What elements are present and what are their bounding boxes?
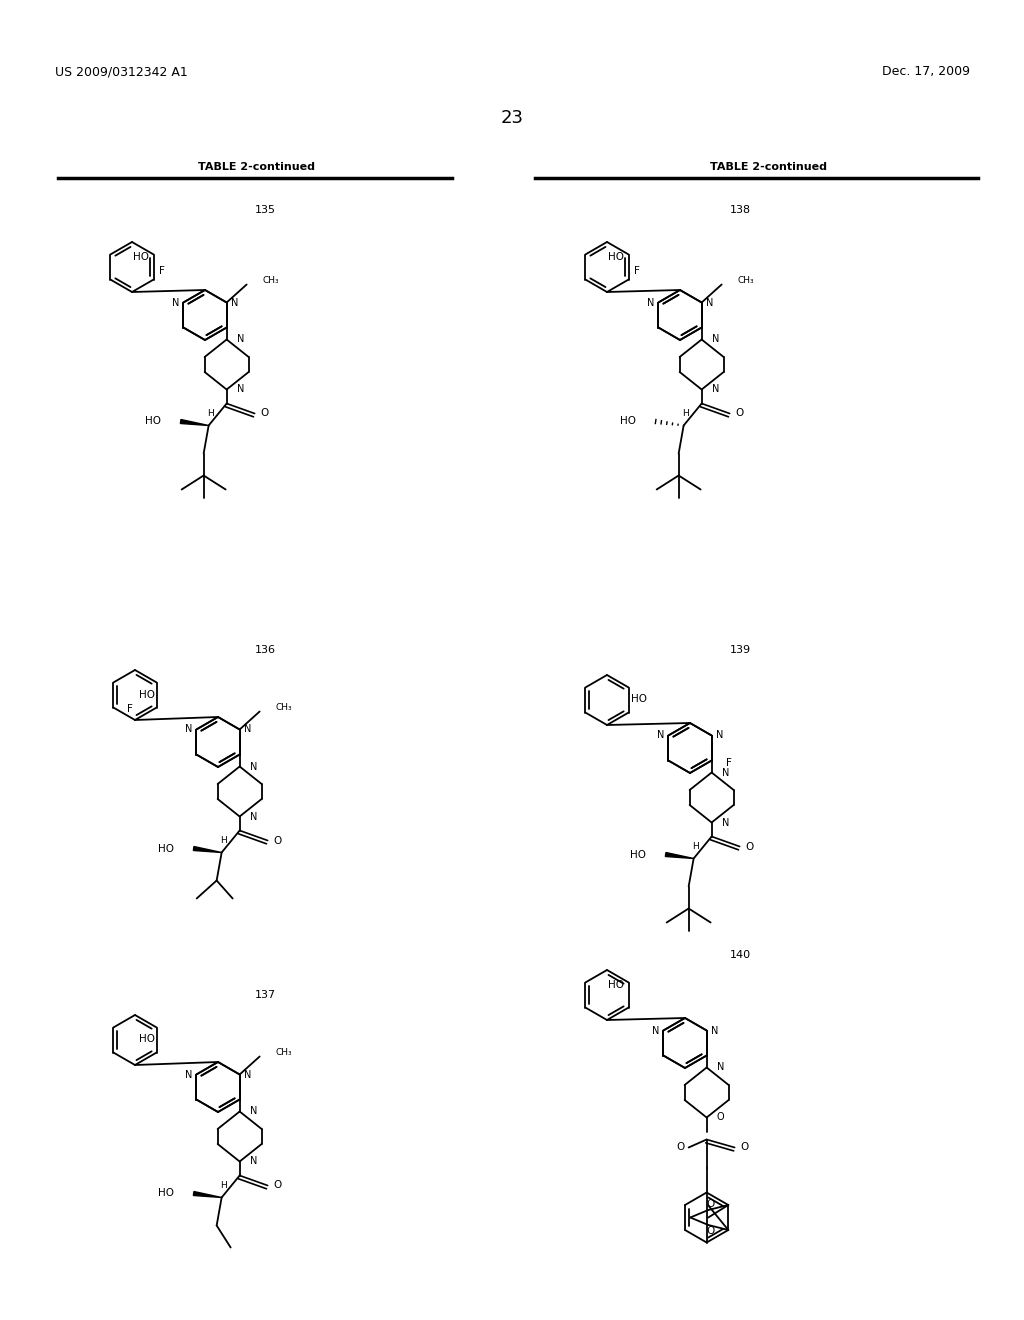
Text: N: N (250, 762, 257, 771)
Text: F: F (634, 265, 640, 276)
Text: HO: HO (144, 417, 161, 426)
Text: CH₃: CH₃ (275, 1048, 292, 1057)
Polygon shape (194, 846, 221, 853)
Text: TABLE 2-continued: TABLE 2-continued (198, 162, 314, 172)
Text: 139: 139 (729, 645, 751, 655)
Text: US 2009/0312342 A1: US 2009/0312342 A1 (55, 66, 187, 78)
Text: N: N (711, 1026, 719, 1035)
Text: HO: HO (138, 689, 155, 700)
Text: N: N (722, 817, 729, 828)
Text: HO: HO (620, 417, 636, 426)
Text: N: N (237, 384, 244, 395)
Text: O: O (273, 836, 282, 846)
Text: N: N (717, 1063, 724, 1072)
Text: O: O (717, 1113, 724, 1122)
Text: O: O (740, 1143, 749, 1152)
Text: HO: HO (630, 850, 646, 859)
Text: TABLE 2-continued: TABLE 2-continued (710, 162, 826, 172)
Text: CH₃: CH₃ (262, 276, 280, 285)
Text: O: O (735, 408, 743, 418)
Text: N: N (716, 730, 723, 741)
Text: CH₃: CH₃ (275, 704, 292, 711)
Text: N: N (172, 297, 179, 308)
Polygon shape (194, 1192, 221, 1197)
Text: N: N (712, 334, 719, 345)
Text: 23: 23 (501, 110, 523, 127)
Text: CH₃: CH₃ (737, 276, 755, 285)
Text: H: H (692, 842, 699, 851)
Text: H: H (220, 1181, 227, 1191)
Text: N: N (237, 334, 244, 345)
Text: N: N (184, 725, 193, 734)
Text: O: O (745, 842, 754, 851)
Text: O: O (260, 408, 268, 418)
Text: HO: HO (631, 694, 646, 705)
Polygon shape (180, 420, 209, 425)
Text: N: N (656, 730, 664, 741)
Text: N: N (647, 297, 654, 308)
Text: F: F (726, 758, 731, 767)
Text: O: O (707, 1199, 715, 1209)
Text: HO: HO (158, 1188, 174, 1199)
Text: N: N (706, 297, 714, 308)
Text: HO: HO (158, 843, 174, 854)
Text: HO: HO (133, 252, 148, 263)
Text: H: H (220, 836, 227, 845)
Text: H: H (682, 409, 689, 418)
Text: 137: 137 (254, 990, 275, 1001)
Text: HO: HO (607, 981, 624, 990)
Text: N: N (231, 297, 239, 308)
Text: O: O (677, 1143, 685, 1152)
Text: 140: 140 (729, 950, 751, 960)
Text: O: O (273, 1180, 282, 1191)
Text: O: O (707, 1226, 715, 1236)
Polygon shape (666, 853, 693, 858)
Text: F: F (127, 705, 133, 714)
Text: N: N (244, 1069, 251, 1080)
Text: F: F (159, 265, 165, 276)
Text: N: N (250, 812, 257, 821)
Text: HO: HO (138, 1035, 155, 1044)
Text: 135: 135 (255, 205, 275, 215)
Text: N: N (184, 1069, 193, 1080)
Text: N: N (712, 384, 719, 395)
Text: 138: 138 (729, 205, 751, 215)
Text: N: N (250, 1106, 257, 1117)
Text: N: N (722, 767, 729, 777)
Text: N: N (651, 1026, 659, 1035)
Text: N: N (250, 1156, 257, 1167)
Text: H: H (207, 409, 214, 418)
Text: Dec. 17, 2009: Dec. 17, 2009 (882, 66, 970, 78)
Text: N: N (244, 725, 251, 734)
Text: 136: 136 (255, 645, 275, 655)
Text: HO: HO (607, 252, 624, 263)
